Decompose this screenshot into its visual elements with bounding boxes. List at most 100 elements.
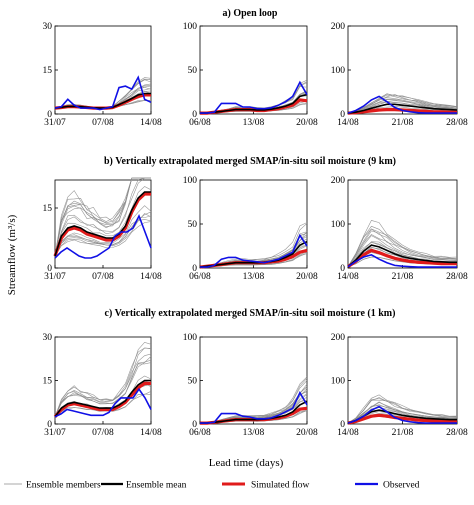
panel-frame [347,25,458,115]
ensemble-member-line [54,356,152,417]
ensemble-member-line [347,402,457,424]
ensemble-member-line [54,347,152,417]
x-tick-label: 28/08 [446,118,468,128]
ensemble-member-line [54,205,152,257]
y-tick-label: 0 [47,110,52,120]
y-tick-label: 30 [43,333,53,343]
x-tick-label: 21/08 [392,428,414,438]
simulated-flow-line [53,192,151,257]
x-tick-label: 31/07 [44,272,66,282]
ensemble-member-line [347,397,458,424]
observed-line [347,95,457,114]
x-tick-label: 13/08 [243,118,265,128]
legend-label: Simulated flow [251,480,309,491]
ensemble-member-line [54,177,151,257]
panel-0-1: 0 50 100 06/08 13/08 20/08 [183,22,318,128]
x-tick-label: 31/07 [44,428,66,438]
panel-frame [347,336,458,425]
x-tick-label: 21/08 [392,118,414,128]
observed-line [54,75,152,111]
x-tick-label: 07/08 [92,428,114,438]
ensemble-members [199,222,308,268]
x-tick-label: 13/08 [243,272,265,282]
y-tick-label: 0 [192,264,197,274]
ensemble-member-line [347,220,458,267]
panel-1-2: 0 100 200 14/08 21/08 28/08 [331,176,468,282]
panel-0-2: 0 100 200 14/08 21/08 28/08 [331,22,468,128]
ensemble-members [200,376,308,424]
y-tick-label: 0 [340,110,345,120]
ensemble-member-line [347,228,458,267]
y-tick-label: 0 [340,264,345,274]
row-title-c: c) Vertically extrapolated merged SMAP/i… [105,308,396,319]
y-tick-label: 100 [331,66,346,76]
x-tick-label: 06/08 [189,272,211,282]
y-tick-label: 200 [331,333,346,343]
ensemble-mean-line [200,93,308,114]
legend-label: Ensemble members [26,481,101,491]
ensemble-member-line [54,186,152,257]
ensemble-member-line [54,177,151,257]
y-tick-label: 0 [47,420,52,430]
x-tick-label: 20/08 [296,428,318,438]
y-tick-label: 100 [331,377,346,387]
ensemble-member-line [54,77,152,109]
y-tick-label: 200 [331,176,346,186]
x-tick-label: 14/08 [337,118,359,128]
observed-line [54,387,152,418]
panel-frame [199,25,308,115]
x-tick-label: 20/08 [296,272,318,282]
y-tick-label: 100 [183,22,198,32]
panel-0-0: 0 15 30 31/07 07/08 14/08 [43,22,163,128]
ensemble-mean-line [347,244,457,268]
y-tick-label: 0 [192,420,197,430]
simulated-flow-line [347,248,457,269]
y-tick-label: 50 [188,220,198,230]
observed-line [200,390,308,424]
x-axis-label: Lead time (days) [209,457,284,469]
observed-line [54,214,152,259]
panel-2-0: 0 15 30 31/07 07/08 14/08 [43,333,163,438]
ensemble-member-line [54,341,152,417]
ensemble-mean-line [199,240,308,268]
ensemble-member-line [54,362,152,417]
ensemble-mean-line [54,191,151,257]
ensemble-member-line [347,93,458,114]
simulated-flow-line [347,413,457,425]
y-tick-label: 0 [340,420,345,430]
ensemble-member-line [347,394,458,424]
x-tick-label: 14/08 [140,428,162,438]
x-tick-label: 14/08 [337,428,359,438]
ensemble-mean-line [200,400,308,424]
panel-1-0: 0 15 31/07 07/08 14/08 [43,177,162,282]
x-tick-label: 06/08 [189,428,211,438]
simulated-flow-line [53,381,151,418]
panel-2-2: 0 100 200 14/08 21/08 28/08 [331,333,468,438]
ensemble-member-line [54,177,151,257]
x-tick-label: 13/08 [243,428,265,438]
x-tick-label: 28/08 [446,428,468,438]
ensemble-member-line [54,347,152,417]
x-tick-label: 31/07 [44,118,66,128]
y-tick-label: 30 [43,22,53,32]
legend-label: Ensemble mean [126,481,187,491]
y-tick-label: 50 [188,66,198,76]
x-tick-label: 28/08 [446,272,468,282]
y-tick-label: 15 [43,66,53,76]
y-tick-label: 100 [331,220,346,230]
y-tick-label: 100 [183,333,198,343]
ensemble-member-line [347,235,458,267]
ensemble-mean-line [54,379,151,418]
ensemble-member-line [54,218,152,257]
x-tick-label: 20/08 [296,118,318,128]
ensemble-member-line [347,94,458,114]
y-tick-label: 15 [43,204,53,214]
ensemble-member-line [54,79,152,109]
y-tick-label: 15 [43,377,53,387]
x-tick-label: 14/08 [140,118,162,128]
ensemble-member-line [54,353,152,417]
x-tick-label: 14/08 [337,272,359,282]
x-tick-label: 14/08 [140,272,162,282]
ensemble-member-line [347,230,458,267]
